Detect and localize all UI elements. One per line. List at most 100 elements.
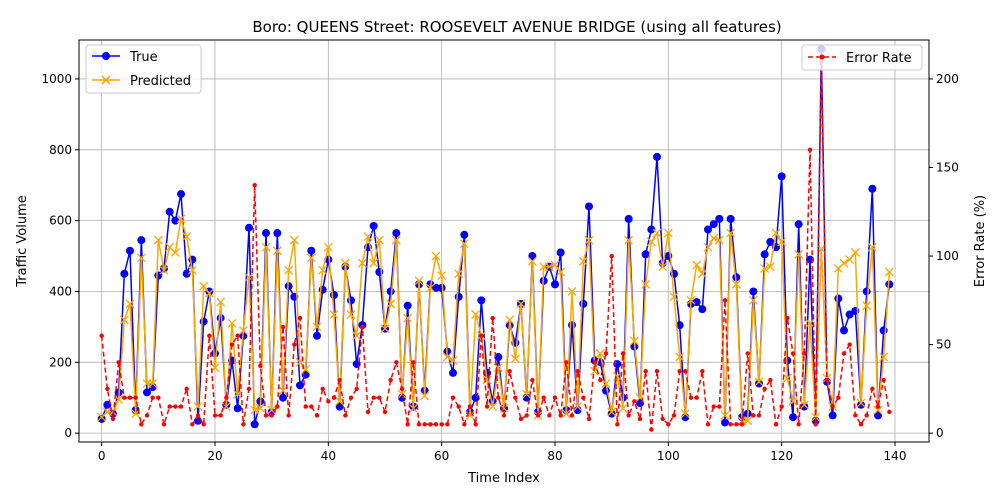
error-point	[394, 360, 399, 365]
true-point	[460, 230, 469, 239]
predicted-point	[437, 271, 447, 280]
true-point	[454, 292, 463, 301]
true-point	[262, 229, 270, 238]
error-point	[348, 395, 354, 400]
predicted-point	[261, 242, 271, 252]
error-point	[768, 377, 773, 383]
predicted-point	[624, 235, 634, 245]
error-point	[229, 342, 235, 347]
error-point	[541, 395, 546, 400]
predicted-point	[454, 269, 464, 279]
true-point	[647, 225, 656, 234]
error-point	[445, 422, 450, 427]
predicted-point	[204, 288, 214, 298]
predicted-point	[403, 313, 413, 323]
error-point	[745, 351, 750, 356]
error-point	[688, 395, 694, 400]
true-point	[120, 269, 129, 278]
true-point	[199, 317, 208, 326]
error-point	[609, 253, 614, 259]
error-point	[382, 409, 388, 415]
predicted-point	[193, 402, 203, 412]
predicted-series-line	[101, 218, 891, 422]
true-point	[528, 252, 537, 261]
error-point	[450, 395, 456, 400]
error-point	[603, 351, 609, 356]
legend-predicted-marker	[101, 75, 111, 85]
predicted-point	[850, 248, 860, 257]
predicted-point	[312, 322, 322, 332]
true-point	[250, 420, 259, 429]
predicted-point	[499, 403, 509, 413]
predicted-point	[567, 287, 577, 296]
error-point	[195, 413, 201, 418]
predicted-point	[448, 356, 458, 365]
true-point	[885, 280, 894, 289]
predicted-point	[686, 295, 696, 305]
predicted-point	[607, 407, 617, 417]
y2-axis-label: Error Rate (%)	[973, 195, 988, 287]
true-point	[862, 287, 871, 296]
error-point	[399, 386, 405, 392]
y2-tick-label: 0	[936, 426, 944, 440]
true-point	[432, 283, 440, 292]
predicted-point	[714, 235, 724, 245]
predicted-point	[765, 262, 775, 272]
true-point	[698, 305, 707, 314]
predicted-point	[153, 235, 163, 245]
true-point	[313, 331, 321, 340]
true-point	[777, 172, 786, 181]
error-point	[853, 413, 858, 418]
true-point	[330, 291, 338, 300]
predicted-point	[760, 263, 770, 273]
error-point	[552, 395, 558, 400]
error-point	[830, 404, 835, 409]
true-point	[721, 418, 729, 427]
error-point	[490, 315, 495, 321]
predicted-point	[641, 279, 651, 289]
axes: 0 20 40 60 80 100 120 140 0 200 400 600 800 1000 0 50 10…	[41, 72, 958, 463]
x-tick-label: 140	[884, 449, 907, 463]
true-point	[437, 283, 446, 292]
x-tick-label: 100	[657, 449, 680, 463]
error-point	[309, 404, 314, 409]
predicted-point	[482, 375, 492, 385]
error-point	[575, 368, 580, 374]
legend-error-marker	[819, 54, 825, 60]
predicted-point	[584, 235, 594, 245]
error-point	[275, 404, 280, 409]
true-point	[641, 250, 650, 259]
predicted-point	[397, 389, 407, 399]
predicted-point	[556, 267, 566, 277]
error-point	[836, 395, 841, 400]
error-point	[711, 404, 716, 409]
error-point	[558, 413, 563, 418]
x-axis-label: Time Index	[467, 471, 540, 486]
predicted-point	[250, 405, 260, 415]
predicted-point	[618, 403, 628, 413]
error-point	[377, 395, 382, 400]
error-point	[156, 395, 161, 400]
error-point	[637, 416, 643, 422]
true-point	[766, 237, 775, 246]
error-point	[592, 360, 597, 365]
error-point	[201, 422, 206, 427]
predicted-point	[272, 246, 282, 256]
error-point	[241, 422, 246, 427]
predicted-point	[335, 396, 345, 406]
predicted-point	[374, 235, 384, 245]
predicted-point	[873, 405, 883, 415]
predicted-point	[748, 295, 758, 305]
predicted-point	[629, 336, 639, 346]
true-point	[653, 152, 661, 161]
error-point	[314, 413, 320, 418]
error-point	[649, 427, 654, 432]
predicted-point	[867, 242, 877, 252]
predicted-point	[238, 325, 248, 335]
predicted-point	[743, 416, 753, 426]
predicted-point	[233, 389, 243, 399]
error-point	[433, 422, 439, 427]
error-point	[110, 416, 116, 422]
x-tick-label: 120	[770, 449, 793, 463]
predicted-point	[522, 389, 532, 399]
